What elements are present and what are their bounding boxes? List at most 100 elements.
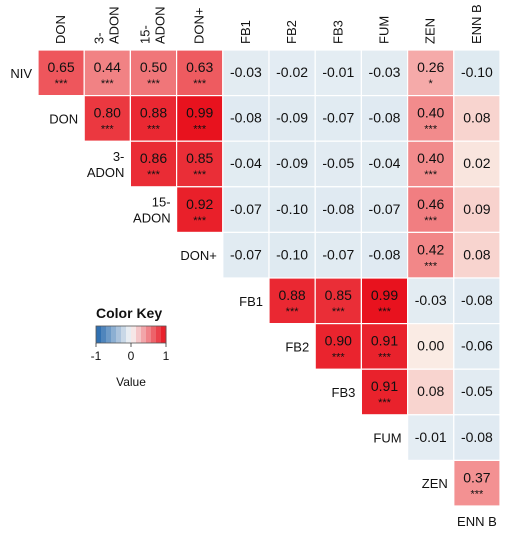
row-label-fb2: FB2 <box>285 339 309 354</box>
cell-value: 0.02 <box>463 155 490 171</box>
cell-rect <box>222 94 270 142</box>
cell-rect <box>83 49 131 97</box>
cell-value: 0.44 <box>94 59 121 75</box>
cell-significance: *** <box>332 352 346 364</box>
heatmap-cells: 0.65 *** 0.44 *** 0.50 *** 0.63 *** -0.03 -0.02 -0… <box>37 49 501 507</box>
cell-significance: *** <box>193 124 207 136</box>
heatmap-cell: -0.10 <box>268 186 316 234</box>
cell-value: -0.05 <box>461 383 493 399</box>
cell-significance: *** <box>193 78 207 90</box>
color-key-swatch <box>146 326 152 343</box>
heatmap-cell: -0.01 <box>314 49 363 97</box>
column-label-fum: FUM <box>377 16 392 44</box>
cell-value: 0.99 <box>186 105 213 121</box>
cell-value: -0.04 <box>230 155 262 171</box>
cell-significance: *** <box>332 306 346 318</box>
heatmap-cell: -0.10 <box>268 231 316 279</box>
heatmap-cell: 0.37 *** <box>453 459 501 507</box>
heatmap-cell: 0.40 *** <box>407 140 455 188</box>
cell-value: -0.02 <box>276 64 308 80</box>
color-key-title: Color Key <box>96 305 162 321</box>
heatmap-cell: -0.08 <box>453 414 501 461</box>
cell-rect <box>176 186 224 234</box>
cell-rect <box>37 49 85 97</box>
cell-value: 0.08 <box>463 246 490 262</box>
cell-value: -0.09 <box>276 110 308 126</box>
heatmap-cell: 0.63 *** <box>176 49 224 97</box>
cell-rect <box>222 140 270 188</box>
heatmap-cell: -0.04 <box>360 140 409 188</box>
column-label-fb3: FB3 <box>330 20 345 44</box>
color-key-ticks: -1 0 1 <box>91 343 170 363</box>
cell-value: 0.90 <box>325 333 352 349</box>
cell-value: -0.10 <box>276 201 308 217</box>
heatmap-cell: 0.00 <box>407 323 455 370</box>
cell-rect <box>222 231 270 279</box>
cell-significance: *** <box>424 124 438 136</box>
heatmap-cell: 0.85 *** <box>314 277 363 325</box>
cell-value: -0.07 <box>322 246 354 262</box>
cell-value: 0.50 <box>140 59 167 75</box>
cell-significance: * <box>429 78 434 90</box>
heatmap-cell: 0.88 *** <box>129 94 178 142</box>
cell-rect <box>314 231 363 279</box>
cell-significance: *** <box>55 78 69 90</box>
heatmap-cell: 0.80 *** <box>83 94 131 142</box>
heatmap-cell: -0.07 <box>314 94 363 142</box>
cell-value: 0.86 <box>140 150 167 166</box>
heatmap-cell: -0.03 <box>360 49 409 97</box>
heatmap-cell: 0.65 *** <box>37 49 85 97</box>
cell-value: 0.42 <box>417 241 444 257</box>
heatmap-cell: 0.26 * <box>407 49 455 97</box>
color-key-tick-label: 0 <box>128 349 135 363</box>
color-key-swatch <box>131 326 137 343</box>
heatmap-cell: 0.02 <box>453 140 501 188</box>
column-label-zen: ZEN <box>423 18 438 44</box>
cell-significance: *** <box>470 488 484 500</box>
cell-rect <box>407 323 455 370</box>
cell-rect <box>314 323 363 370</box>
cell-significance: *** <box>147 124 161 136</box>
cell-value: -0.08 <box>322 201 354 217</box>
color-key-label: Value <box>116 375 146 389</box>
color-key-swatch <box>141 326 147 343</box>
column-label-fb2: FB2 <box>284 20 299 44</box>
cell-rect <box>407 368 455 416</box>
color-key-swatch <box>126 326 132 343</box>
row-label-fum: FUM <box>373 431 401 446</box>
heatmap-cell: 0.92 *** <box>176 186 224 234</box>
cell-value: 0.85 <box>186 150 213 166</box>
cell-value: 0.40 <box>417 105 444 121</box>
cell-value: -0.08 <box>461 429 493 445</box>
cell-rect <box>314 277 363 325</box>
cell-significance: *** <box>424 169 438 181</box>
color-key-swatch <box>121 326 127 343</box>
column-label-don-plus: DON+ <box>192 8 207 44</box>
cell-value: -0.07 <box>230 201 262 217</box>
heatmap-cell: -0.09 <box>268 140 316 188</box>
heatmap-cell: -0.06 <box>453 323 501 370</box>
cell-significance: *** <box>193 169 207 181</box>
cell-rect <box>453 140 501 188</box>
cell-rect <box>360 49 409 97</box>
cell-value: 0.08 <box>417 383 444 399</box>
heatmap-cell: 0.46 *** <box>407 186 455 234</box>
cell-rect <box>314 186 363 234</box>
row-label-don-plus: DON+ <box>180 248 216 263</box>
color-key-swatch <box>151 326 157 343</box>
color-key-swatch <box>161 326 167 343</box>
cell-rect <box>176 140 224 188</box>
cell-value: -0.09 <box>276 155 308 171</box>
cell-value: 0.85 <box>325 287 352 303</box>
heatmap-cell: -0.03 <box>222 49 270 97</box>
color-key: Color Key -1 0 1 Value <box>91 305 170 389</box>
color-key-swatch <box>96 326 102 343</box>
heatmap-cell: -0.04 <box>222 140 270 188</box>
color-key-swatch <box>111 326 117 343</box>
cell-significance: *** <box>286 306 300 318</box>
heatmap-cell: 0.44 *** <box>83 49 131 97</box>
cell-rect <box>407 94 455 142</box>
cell-rect <box>268 277 316 325</box>
cell-rect <box>268 231 316 279</box>
